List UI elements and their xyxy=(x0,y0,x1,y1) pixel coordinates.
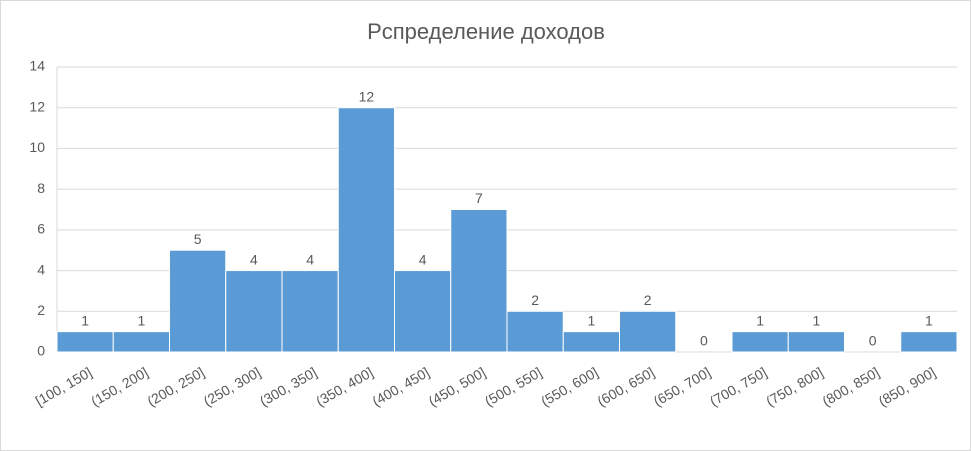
bar xyxy=(506,310,564,353)
data-label: 1 xyxy=(81,312,89,328)
data-label: 0 xyxy=(869,333,877,349)
bar xyxy=(56,331,114,353)
y-tick-label: 0 xyxy=(37,343,45,359)
y-tick-label: 10 xyxy=(29,139,45,155)
data-label: 5 xyxy=(194,231,202,247)
chart-title: Рспределение доходов xyxy=(367,19,605,44)
bar xyxy=(787,331,845,353)
bar xyxy=(900,331,958,353)
bar xyxy=(281,270,339,353)
data-label: 2 xyxy=(644,292,652,308)
bar xyxy=(394,270,452,353)
data-label: 12 xyxy=(359,88,375,104)
data-label: 1 xyxy=(925,312,933,328)
bar xyxy=(337,107,395,353)
data-label: 1 xyxy=(756,312,764,328)
y-tick-label: 8 xyxy=(37,180,45,196)
y-tick-label: 4 xyxy=(37,261,45,277)
y-tick-label: 14 xyxy=(29,58,45,74)
data-label: 7 xyxy=(475,190,483,206)
data-label: 4 xyxy=(250,251,258,267)
bar xyxy=(112,331,170,353)
bar xyxy=(619,310,677,353)
data-label: 1 xyxy=(587,312,595,328)
y-tick-label: 2 xyxy=(37,302,45,318)
bar xyxy=(450,209,508,353)
data-label: 1 xyxy=(812,312,820,328)
data-label: 2 xyxy=(531,292,539,308)
y-tick-label: 6 xyxy=(37,221,45,237)
bar xyxy=(169,249,227,353)
bar xyxy=(731,331,789,353)
bar xyxy=(562,331,620,353)
bar xyxy=(225,270,283,353)
data-label: 1 xyxy=(137,312,145,328)
y-tick-label: 12 xyxy=(29,98,45,114)
data-label: 4 xyxy=(419,251,427,267)
data-label: 4 xyxy=(306,251,314,267)
data-label: 0 xyxy=(700,333,708,349)
